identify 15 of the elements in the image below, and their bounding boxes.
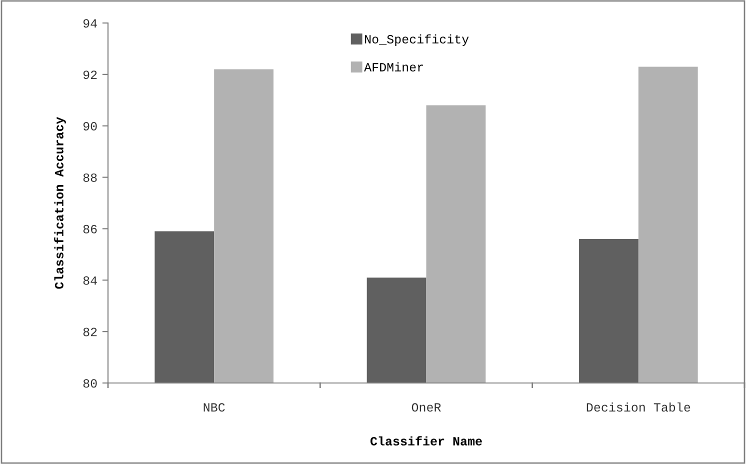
y-tick-label: 94	[83, 19, 97, 28]
y-tick-label: 92	[83, 70, 97, 80]
x-axis-title: Classifier Name	[370, 436, 482, 446]
y-tick-label: 86	[83, 224, 97, 234]
y-axis-title: Classification Accuracy	[54, 116, 66, 289]
y-tick-label: 88	[83, 173, 97, 182]
y-tick-label: 80	[83, 379, 97, 388]
legend-label: No_Specificity	[365, 34, 469, 46]
y-tick-label: 90	[83, 122, 97, 131]
x-tick-label: OneR	[412, 403, 441, 412]
x-tick-label: Decision Table	[586, 402, 690, 412]
y-tick-label: 82	[83, 328, 97, 336]
legend-label: AFDMiner	[364, 62, 423, 72]
y-tick-label: 84	[83, 276, 97, 285]
x-tick-label: NBC	[204, 403, 225, 412]
